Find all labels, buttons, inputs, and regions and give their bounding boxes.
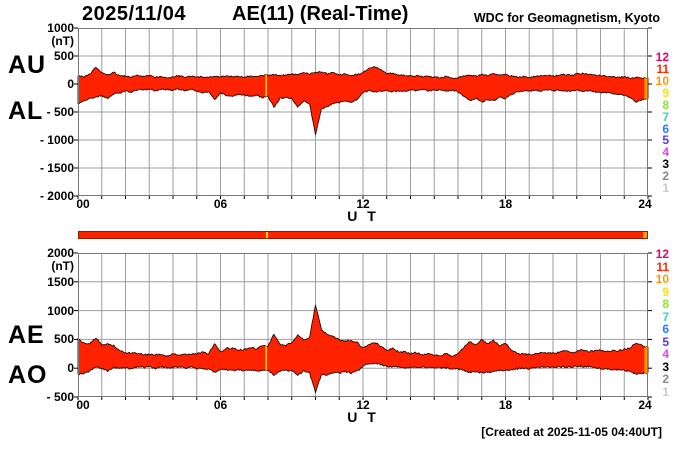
y-tick-label: - 500 <box>46 390 74 404</box>
x-tick-label: 24 <box>638 197 652 211</box>
y-tick-label: - 1500 <box>39 161 74 175</box>
station-count-9: 9 <box>662 284 669 299</box>
station-count-bar <box>78 231 648 239</box>
x-tick-label: 24 <box>638 398 652 412</box>
y-tick-label: - 1000 <box>39 133 74 147</box>
station-count-9: 9 <box>662 85 669 100</box>
x-tick-label: 12 <box>356 197 370 211</box>
station-count-11: 11 <box>656 259 669 274</box>
station-count-12: 12 <box>655 247 669 261</box>
au-al-chart <box>74 27 652 199</box>
plot-frame <box>78 253 648 397</box>
station-count-1: 1 <box>662 384 669 399</box>
station-count-6: 6 <box>662 322 669 336</box>
station-count-10: 10 <box>655 73 669 88</box>
y-tick-label: 1500 <box>47 274 74 289</box>
station-bar-segment <box>267 232 644 238</box>
station-count-7: 7 <box>662 109 669 124</box>
y-tick-label: 1000 <box>47 303 74 318</box>
y-axis-unit: (nT) <box>51 259 74 273</box>
station-count-2: 2 <box>662 372 669 386</box>
y-tick-label: 1000 <box>47 21 74 35</box>
y-axis-unit: (nT) <box>51 34 74 48</box>
station-change-segment <box>644 305 648 393</box>
station-count-2: 2 <box>662 169 669 184</box>
y-tick-label: 500 <box>53 49 74 63</box>
station-count-1: 1 <box>662 181 669 196</box>
x-tick-label: 06 <box>213 398 228 412</box>
station-count-12: 12 <box>655 50 669 64</box>
plot-title: AE(11) (Real-Time) <box>232 3 409 25</box>
station-count-scale-bottom: 12 11 10 9 8 7 6 5 4 3 2 1 <box>647 247 669 399</box>
x-axis-title-top: U T <box>347 208 379 224</box>
station-count-8: 8 <box>662 297 669 311</box>
plot-frame <box>78 28 648 196</box>
station-bar-segment <box>79 232 266 238</box>
y-tick-label: 0 <box>67 361 74 376</box>
x-axis-title-bottom: U T <box>347 409 379 425</box>
y-tick-label: - 2000 <box>39 189 74 203</box>
station-count-5: 5 <box>662 133 669 148</box>
x-tick-label: 00 <box>76 197 90 211</box>
index-label-ae: AE <box>8 321 45 349</box>
x-tick-label: 18 <box>498 398 513 412</box>
index-label-ao: AO <box>8 361 48 389</box>
y-tick-label: 2000 <box>47 246 74 260</box>
station-count-scale-top: 12 11 10 9 8 7 6 5 4 3 2 1 <box>647 50 669 196</box>
data-gap-line <box>265 305 267 393</box>
station-count-8: 8 <box>662 97 669 112</box>
x-tick-label: 12 <box>356 398 370 412</box>
station-count-3: 3 <box>662 157 669 172</box>
x-tick-label: 18 <box>498 197 513 211</box>
created-timestamp: [Created at 2025-11-05 04:40UT] <box>481 425 662 439</box>
station-count-10: 10 <box>655 272 669 286</box>
y-tick-label: 500 <box>53 332 74 347</box>
station-count-5: 5 <box>662 334 669 349</box>
station-bar-segment <box>643 232 647 238</box>
x-tick-label: 00 <box>76 398 90 412</box>
plot-date: 2025/11/04 <box>82 3 186 25</box>
station-bar-segment <box>265 232 268 238</box>
ae-ao-chart <box>74 252 652 400</box>
station-count-4: 4 <box>662 347 669 361</box>
station-count-3: 3 <box>662 359 669 374</box>
y-tick-label: - 500 <box>46 105 74 119</box>
index-label-al: AL <box>8 97 44 125</box>
x-tick-label: 06 <box>213 197 228 211</box>
station-count-6: 6 <box>662 121 669 136</box>
station-count-11: 11 <box>656 61 669 76</box>
index-label-au: AU <box>8 51 47 79</box>
organization-label: WDC for Geomagnetism, Kyoto <box>473 11 660 25</box>
y-tick-label: 0 <box>67 77 74 91</box>
station-count-4: 4 <box>662 145 669 160</box>
station-count-7: 7 <box>662 309 669 324</box>
